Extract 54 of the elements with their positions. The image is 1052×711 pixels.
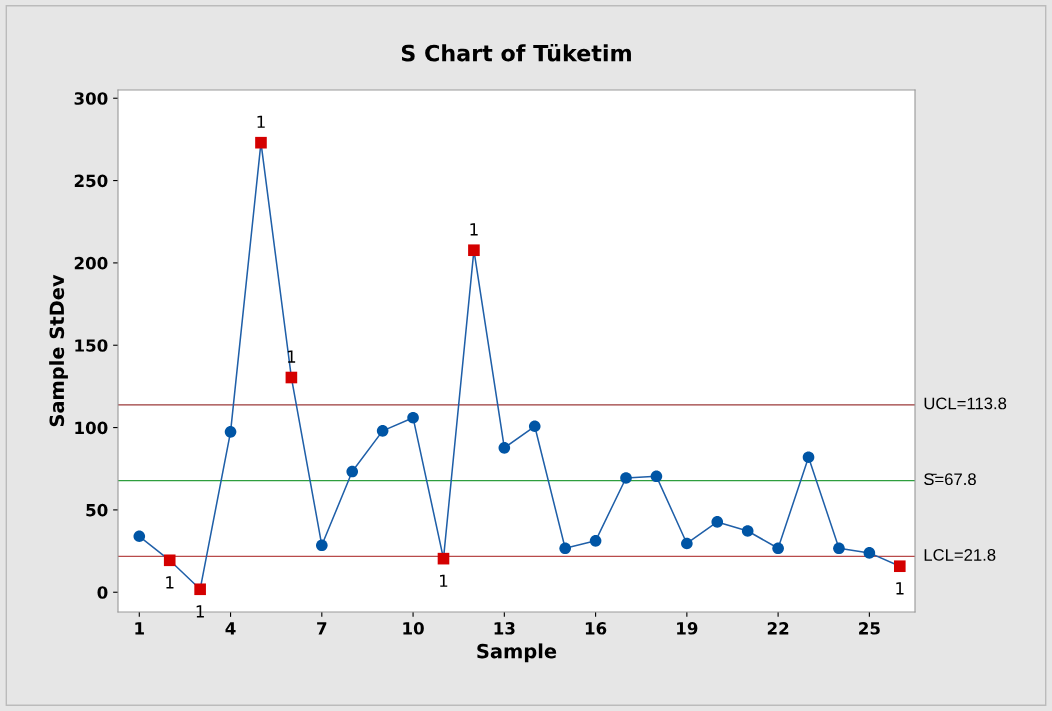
point xyxy=(711,516,724,528)
x-tick-label: 19 xyxy=(677,622,698,635)
x-tick-label: 10 xyxy=(403,622,424,635)
y-tick-label: 150 xyxy=(75,339,108,352)
point xyxy=(802,451,815,464)
point xyxy=(589,535,602,547)
point xyxy=(498,442,511,454)
point xyxy=(407,411,419,424)
point xyxy=(833,542,845,555)
point xyxy=(437,552,450,565)
ref-line-label: S̄=67.8 xyxy=(924,473,976,486)
x-tick-label: 7 xyxy=(317,622,327,635)
y-tick-label: 300 xyxy=(74,92,108,105)
annotation: 1 xyxy=(896,582,904,595)
annotation: 1 xyxy=(470,223,478,236)
annotation: 1 xyxy=(257,115,265,128)
point xyxy=(468,244,480,257)
point xyxy=(772,542,784,555)
point xyxy=(741,525,754,537)
annotation: 1 xyxy=(440,574,448,587)
y-tick-label: 200 xyxy=(74,256,108,270)
x-tick-label: 13 xyxy=(494,622,515,635)
x-axis-title: Sample xyxy=(477,643,557,663)
x-tick-label: 16 xyxy=(585,622,607,635)
annotation: 1 xyxy=(196,605,204,618)
y-tick-label: 0 xyxy=(97,586,108,599)
point xyxy=(316,539,328,552)
ref-line-label: LCL=21.8 xyxy=(924,549,996,561)
point xyxy=(163,554,176,567)
y-tick-label: 50 xyxy=(86,503,108,517)
point xyxy=(863,547,876,559)
point xyxy=(255,136,267,149)
y-tick-label: 250 xyxy=(74,174,108,188)
point xyxy=(650,470,663,483)
point xyxy=(559,542,571,555)
y-axis-title: Sample StDev xyxy=(49,274,68,427)
point xyxy=(224,426,237,438)
point xyxy=(681,537,693,550)
ref-line-label: UCL=113.8 xyxy=(924,397,1007,410)
point xyxy=(346,465,359,478)
point xyxy=(285,371,298,384)
point xyxy=(528,420,541,433)
x-tick-label: 1 xyxy=(135,622,144,635)
chart-title: S Chart of Tüketim xyxy=(401,43,631,62)
point xyxy=(893,560,906,573)
point xyxy=(376,425,389,437)
annotation: 1 xyxy=(166,576,174,589)
x-tick-label: 4 xyxy=(225,622,236,635)
x-tick-label: 25 xyxy=(859,622,880,635)
point xyxy=(194,583,206,596)
x-tick-label: 22 xyxy=(767,622,789,635)
point xyxy=(620,472,632,484)
point xyxy=(133,530,146,543)
y-tick-label: 100 xyxy=(75,421,108,435)
